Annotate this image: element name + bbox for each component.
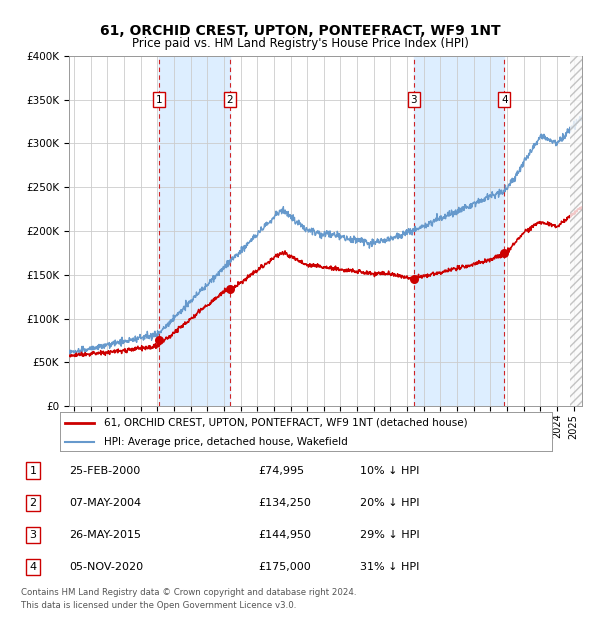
Text: Price paid vs. HM Land Registry's House Price Index (HPI): Price paid vs. HM Land Registry's House … xyxy=(131,37,469,50)
Text: 3: 3 xyxy=(410,95,417,105)
Text: 4: 4 xyxy=(29,562,37,572)
Bar xyxy=(159,56,230,406)
Text: HPI: Average price, detached house, Wakefield: HPI: Average price, detached house, Wake… xyxy=(104,436,348,446)
Text: £134,250: £134,250 xyxy=(258,498,311,508)
Bar xyxy=(569,56,582,406)
Text: 31% ↓ HPI: 31% ↓ HPI xyxy=(360,562,419,572)
Text: 05-NOV-2020: 05-NOV-2020 xyxy=(69,562,143,572)
Text: 20% ↓ HPI: 20% ↓ HPI xyxy=(360,498,419,508)
Text: Contains HM Land Registry data © Crown copyright and database right 2024.: Contains HM Land Registry data © Crown c… xyxy=(21,588,356,598)
Text: 61, ORCHID CREST, UPTON, PONTEFRACT, WF9 1NT: 61, ORCHID CREST, UPTON, PONTEFRACT, WF9… xyxy=(100,24,500,38)
Text: £74,995: £74,995 xyxy=(258,466,304,476)
Text: 2: 2 xyxy=(29,498,37,508)
Text: This data is licensed under the Open Government Licence v3.0.: This data is licensed under the Open Gov… xyxy=(21,601,296,610)
Text: 07-MAY-2004: 07-MAY-2004 xyxy=(69,498,141,508)
Text: £144,950: £144,950 xyxy=(258,530,311,540)
Text: 61, ORCHID CREST, UPTON, PONTEFRACT, WF9 1NT (detached house): 61, ORCHID CREST, UPTON, PONTEFRACT, WF9… xyxy=(104,418,468,428)
Text: £175,000: £175,000 xyxy=(258,562,311,572)
Text: 4: 4 xyxy=(501,95,508,105)
Text: 3: 3 xyxy=(29,530,37,540)
Text: 29% ↓ HPI: 29% ↓ HPI xyxy=(360,530,419,540)
Text: 26-MAY-2015: 26-MAY-2015 xyxy=(69,530,141,540)
Text: 10% ↓ HPI: 10% ↓ HPI xyxy=(360,466,419,476)
Text: 1: 1 xyxy=(156,95,163,105)
Text: 25-FEB-2000: 25-FEB-2000 xyxy=(69,466,140,476)
Bar xyxy=(414,56,505,406)
Bar xyxy=(569,56,582,406)
Text: 1: 1 xyxy=(29,466,37,476)
Text: 2: 2 xyxy=(226,95,233,105)
